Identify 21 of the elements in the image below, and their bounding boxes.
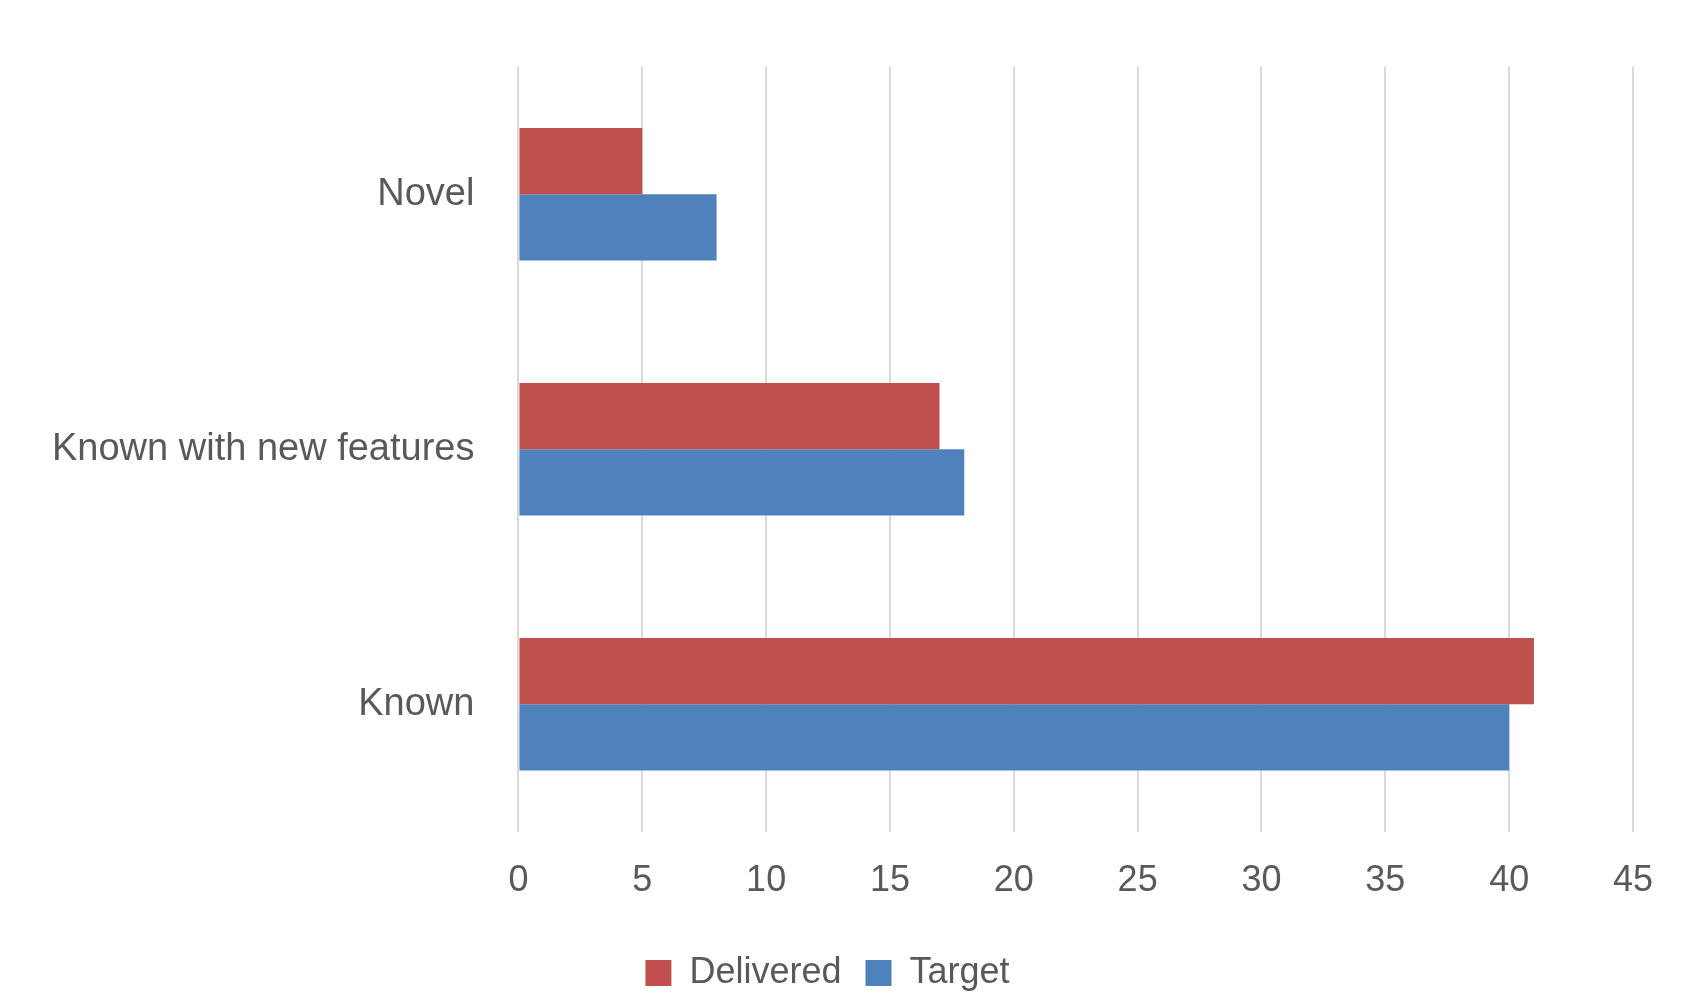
x-tick-label: 25 bbox=[1117, 858, 1158, 900]
bar bbox=[519, 704, 1510, 771]
bar bbox=[519, 449, 965, 516]
bar bbox=[519, 128, 643, 195]
bar bbox=[519, 638, 1534, 705]
y-tick-label: Known bbox=[358, 680, 475, 723]
legend-label: Delivered bbox=[689, 949, 842, 991]
x-tick-label: 15 bbox=[869, 858, 910, 900]
x-tick-label: 20 bbox=[993, 858, 1034, 900]
x-tick-label: 30 bbox=[1241, 858, 1282, 900]
x-tick-label: 10 bbox=[746, 858, 787, 900]
x-tick-label: 35 bbox=[1365, 858, 1406, 900]
y-tick-label: Novel bbox=[377, 170, 475, 213]
legend-label: Target bbox=[909, 949, 1010, 991]
x-tick-label: 5 bbox=[632, 858, 653, 900]
x-tick-label: 45 bbox=[1612, 858, 1653, 900]
x-tick-label: 40 bbox=[1489, 858, 1530, 900]
bar bbox=[519, 194, 717, 261]
bar bbox=[519, 383, 940, 450]
y-tick-label: Known with new features bbox=[52, 425, 475, 468]
x-tick-label: 0 bbox=[508, 858, 529, 900]
